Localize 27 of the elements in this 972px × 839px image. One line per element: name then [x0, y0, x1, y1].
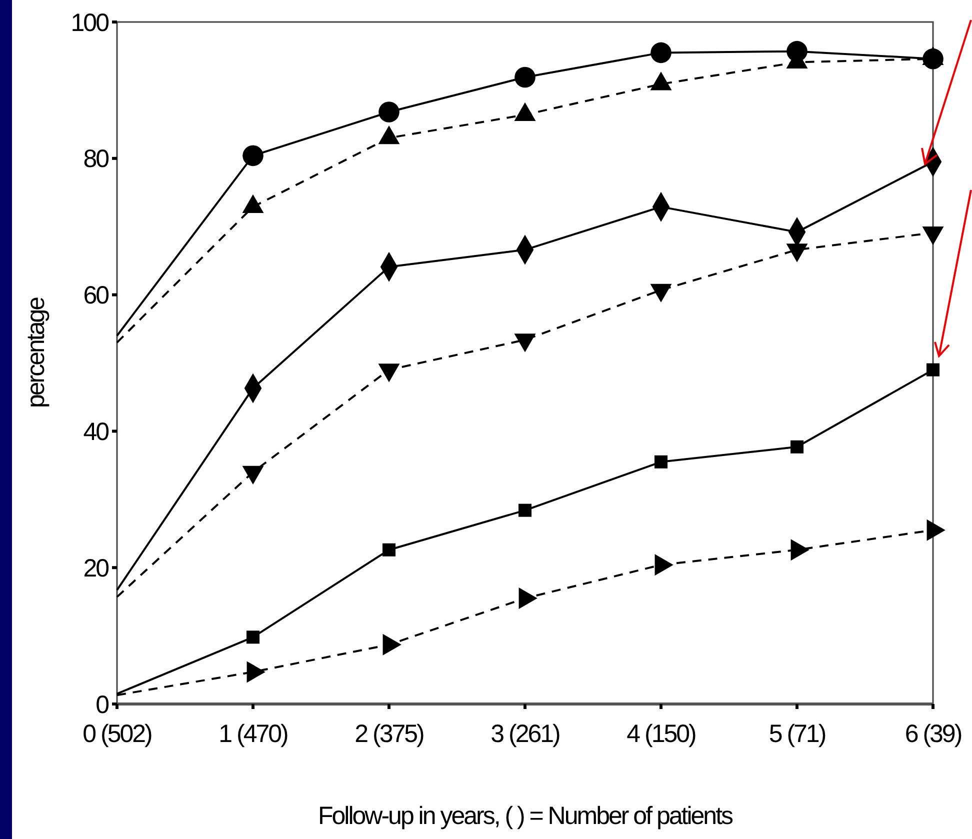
point [650, 42, 672, 64]
x-tick-label: 5 (71) [768, 720, 826, 748]
point [518, 504, 532, 517]
point [790, 440, 804, 454]
x-tick-label: 0 (502) [82, 720, 152, 748]
point [246, 630, 260, 644]
x-tick-label: 4 (150) [626, 720, 696, 748]
point [382, 543, 396, 556]
x-tick-label: 6 (39) [904, 720, 962, 748]
point [242, 145, 264, 166]
point [654, 455, 668, 468]
point [514, 66, 536, 88]
y-axis-title: percentage [22, 297, 50, 408]
x-tick-label: 2 (375) [354, 720, 424, 748]
x-axis-title: Follow-up in years, ( ) = Number of patients [318, 802, 734, 830]
point [378, 102, 400, 122]
y-tick-label: 100 [70, 8, 109, 37]
x-tick-label: 1 (470) [218, 720, 288, 748]
y-tick-label: 0 [96, 690, 109, 719]
point [926, 363, 940, 376]
point [786, 40, 808, 62]
y-tick-label: 80 [83, 145, 109, 174]
x-tick-label: 3 (261) [490, 720, 560, 748]
point [922, 48, 944, 70]
y-tick-label: 20 [83, 554, 109, 582]
y-tick-label: 40 [83, 418, 109, 446]
y-tick-label: 60 [83, 282, 109, 310]
